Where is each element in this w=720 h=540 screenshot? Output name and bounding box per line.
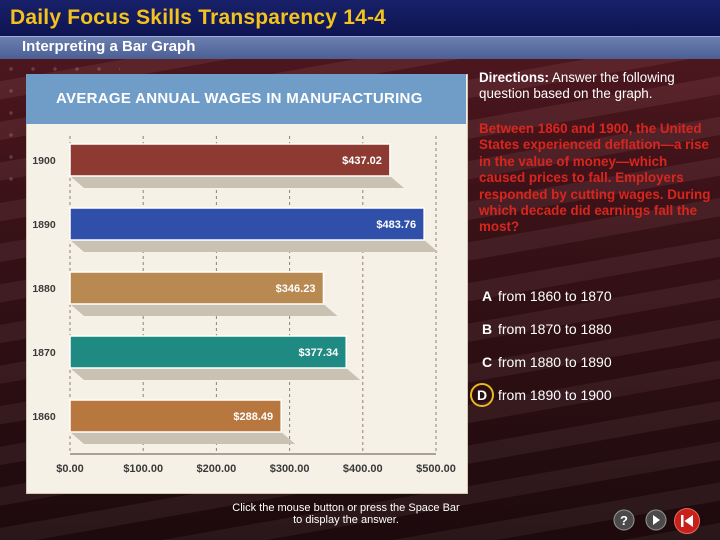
x-tick-label: $500.00 — [416, 463, 456, 475]
category-label: 1880 — [32, 283, 56, 295]
data-label: $483.76 — [376, 219, 416, 231]
option-text: from 1890 to 1900 — [498, 387, 612, 403]
category-label: 1900 — [32, 155, 56, 167]
directions-body: Answer the following question based on t… — [479, 70, 675, 101]
chart-title: AVERAGE ANNUAL WAGES IN MANUFACTURING — [56, 90, 423, 107]
back-to-start-icon[interactable] — [674, 508, 700, 534]
bar-shadow — [70, 304, 338, 316]
page-title: Daily Focus Skills Transparency 14-4 — [10, 6, 387, 29]
bar — [69, 399, 282, 433]
option-a[interactable]: A from 1860 to 1870 — [479, 284, 711, 317]
answer-options: A from 1860 to 1870 B from 1870 to 1880 … — [470, 284, 711, 416]
help-icon[interactable]: ? — [612, 508, 636, 532]
option-letter: D — [470, 383, 494, 407]
subtitle-bar: Interpreting a Bar Graph — [0, 36, 720, 59]
x-tick-label: $200.00 — [197, 463, 237, 475]
category-label: 1890 — [32, 219, 56, 231]
data-label: $288.49 — [233, 411, 273, 423]
category-label: 1860 — [32, 411, 56, 423]
option-letter: B — [481, 321, 493, 337]
bar-shadow — [70, 240, 439, 252]
data-label: $346.23 — [276, 283, 316, 295]
category-label: 1870 — [32, 347, 56, 359]
x-tick-label: $300.00 — [270, 463, 310, 475]
question-text: Between 1860 and 1900, the United States… — [479, 121, 711, 235]
bar — [69, 335, 347, 369]
data-label: $437.02 — [342, 155, 382, 167]
directions-label: Directions: — [479, 70, 549, 85]
bar — [69, 207, 425, 241]
directions-text: Directions: Answer the following questio… — [479, 70, 711, 102]
page-subtitle: Interpreting a Bar Graph — [22, 38, 196, 55]
option-d[interactable]: D from 1890 to 1900 — [470, 383, 711, 416]
x-tick-label: $400.00 — [343, 463, 383, 475]
bar-shadow — [70, 368, 361, 380]
svg-text:?: ? — [620, 513, 628, 528]
option-text: from 1870 to 1880 — [498, 321, 612, 337]
data-label: $377.34 — [298, 347, 339, 359]
option-c[interactable]: C from 1880 to 1890 — [479, 350, 711, 383]
option-b[interactable]: B from 1870 to 1880 — [479, 317, 711, 350]
option-text: from 1860 to 1870 — [498, 288, 612, 304]
title-bar: Daily Focus Skills Transparency 14-4 — [0, 0, 720, 36]
bar-shadow — [70, 176, 404, 188]
option-text: from 1880 to 1890 — [498, 354, 612, 370]
bar-chart: $0.00 $100.00 $200.00 $300.00 $400.00 $500.00… — [32, 136, 456, 475]
x-tick-label: $100.00 — [123, 463, 163, 475]
x-tick-label: $0.00 — [56, 463, 84, 475]
next-icon[interactable] — [644, 508, 668, 532]
bar — [69, 143, 391, 177]
bar-shadow — [70, 432, 296, 444]
option-letter: C — [481, 354, 493, 370]
instruction-note: Click the mouse button or press the Spac… — [232, 502, 460, 526]
bar — [69, 271, 325, 305]
option-letter: A — [481, 288, 493, 304]
chart-header: AVERAGE ANNUAL WAGES IN MANUFACTURING — [26, 74, 466, 124]
